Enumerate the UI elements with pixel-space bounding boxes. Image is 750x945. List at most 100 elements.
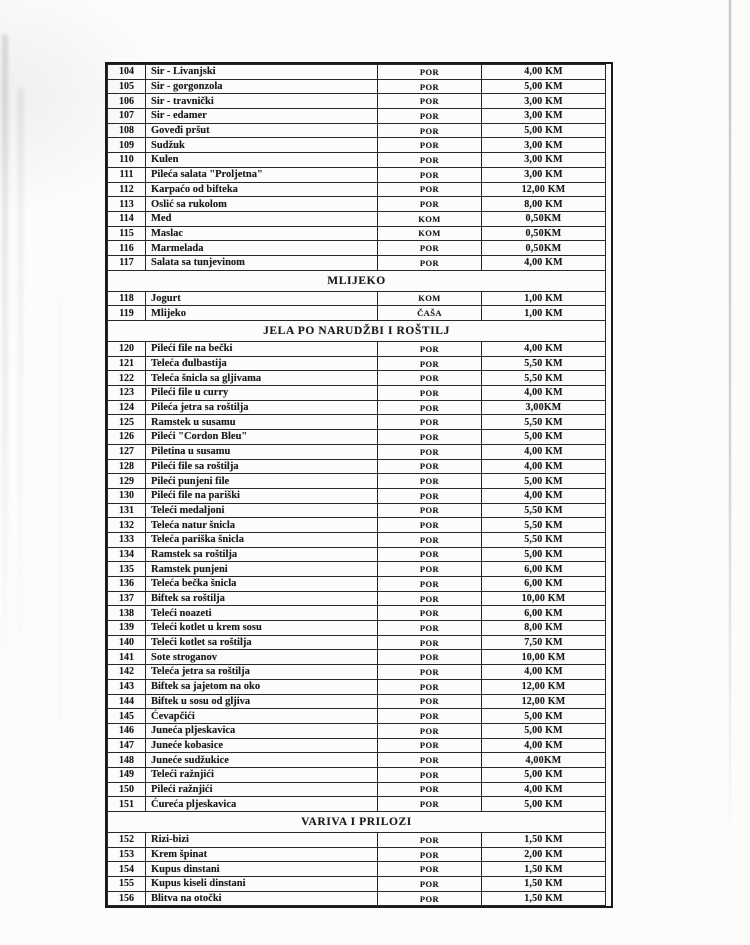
item-price-cell: 4,00 KM [481, 64, 606, 80]
item-price-cell: 5,50 KM [481, 355, 606, 372]
menu-item-row: 135 Ramstek punjeni POR 6,00 KM [107, 561, 606, 577]
item-unit-cell: POR [377, 429, 482, 445]
menu-item-row: 151 Ćureća pljeskavica POR 5,00 KM [107, 796, 606, 812]
item-name-cell: Jogurt [145, 290, 378, 307]
item-name-cell: Blitva na otočki [145, 890, 378, 907]
menu-item-row: 152 Rizi-bizi POR 1,50 KM [107, 832, 606, 848]
item-name-cell: Oslić sa rukolom [145, 196, 378, 212]
menu-item-row: 156 Blitva na otočki POR 1,50 KM [107, 890, 606, 907]
item-number-cell: 133 [107, 531, 146, 548]
item-unit-cell: POR [377, 487, 482, 504]
menu-item-row: 119 Mlijeko ČAŠA 1,00 KM [107, 305, 606, 321]
item-number-cell: 104 [107, 64, 146, 80]
menu-item-row: 124 Pileća jetra sa roštilja POR 3,00KM [107, 399, 606, 416]
item-number-cell: 130 [107, 487, 146, 504]
menu-item-row: 153 Krem špinat POR 2,00 KM [107, 846, 606, 863]
item-name-cell: Pileća jetra sa roštilja [145, 399, 378, 416]
item-price-cell: 5,00 KM [481, 796, 606, 812]
item-price-cell: 1,00 KM [481, 305, 606, 321]
item-unit-cell: POR [377, 78, 482, 95]
item-unit-cell: POR [377, 664, 482, 680]
item-unit-cell: POR [377, 561, 482, 577]
menu-item-row: 150 Pileći ražnjići POR 4,00 KM [107, 781, 606, 798]
item-unit-cell: POR [377, 693, 482, 710]
item-number-cell: 140 [107, 634, 146, 651]
item-name-cell: Biftek sa roštilja [145, 590, 378, 607]
item-number-cell: 122 [107, 370, 146, 387]
item-number-cell: 127 [107, 443, 146, 460]
menu-item-row: 133 Teleća pariška šnicla POR 5,50 KM [107, 531, 606, 548]
item-number-cell: 141 [107, 649, 146, 666]
item-number-cell: 124 [107, 399, 146, 416]
menu-item-row: 121 Teleća đulbastija POR 5,50 KM [107, 355, 606, 372]
item-number-cell: 135 [107, 561, 146, 577]
menu-item-row: 146 Juneća pljeskavica POR 5,00 KM [107, 722, 606, 739]
item-price-cell: 5,00 KM [481, 708, 606, 724]
item-price-cell: 0,50KM [481, 240, 606, 256]
menu-section-row: VARIVA I PRILOZI [107, 811, 606, 833]
item-number-cell: 119 [107, 305, 146, 321]
item-number-cell: 113 [107, 196, 146, 212]
item-number-cell: 156 [107, 890, 146, 907]
item-name-cell: Biftek u sosu od gljiva [145, 693, 378, 710]
item-number-cell: 154 [107, 861, 146, 878]
menu-item-row: 122 Teleća šnicla sa gljivama POR 5,50 K… [107, 370, 606, 387]
item-name-cell: Sudžuk [145, 137, 378, 154]
item-price-cell: 12,00 KM [481, 678, 606, 695]
item-price-cell: 8,00 KM [481, 620, 606, 636]
menu-item-row: 140 Teleći kotlet sa roštilja POR 7,50 K… [107, 634, 606, 651]
menu-item-row: 111 Pileća salata "Proljetna" POR 3,00 K… [107, 166, 606, 183]
item-unit-cell: POR [377, 240, 482, 256]
menu-item-row: 116 Marmelada POR 0,50KM [107, 240, 606, 256]
item-price-cell: 10,00 KM [481, 649, 606, 666]
item-unit-cell: POR [377, 605, 482, 622]
item-price-cell: 4,00 KM [481, 443, 606, 460]
item-number-cell: 155 [107, 876, 146, 892]
item-name-cell: Mlijeko [145, 305, 378, 321]
item-unit-cell: POR [377, 752, 482, 768]
item-number-cell: 111 [107, 166, 146, 183]
menu-item-row: 106 Sir - travnički POR 3,00 KM [107, 93, 606, 110]
menu-item-row: 129 Pileći punjeni file POR 5,00 KM [107, 473, 606, 489]
menu-item-row: 114 Med KOM 0,50KM [107, 210, 606, 227]
item-number-cell: 138 [107, 605, 146, 622]
item-price-cell: 5,50 KM [481, 502, 606, 519]
item-price-cell: 4,00 KM [481, 385, 606, 401]
item-unit-cell: POR [377, 796, 482, 812]
item-unit-cell: POR [377, 708, 482, 724]
item-number-cell: 132 [107, 517, 146, 533]
menu-price-table: 104 Sir - Livanjski POR 4,00 KM 105 Sir … [107, 64, 606, 907]
item-unit-cell: POR [377, 166, 482, 183]
item-price-cell: 1,50 KM [481, 890, 606, 907]
item-price-cell: 4,00 KM [481, 737, 606, 754]
item-number-cell: 144 [107, 693, 146, 710]
item-price-cell: 5,50 KM [481, 414, 606, 431]
item-number-cell: 108 [107, 122, 146, 139]
item-price-cell: 8,00 KM [481, 196, 606, 212]
item-number-cell: 123 [107, 385, 146, 401]
item-unit-cell: POR [377, 181, 482, 198]
menu-item-row: 130 Pileći file na pariški POR 4,00 KM [107, 487, 606, 504]
item-unit-cell: POR [377, 620, 482, 636]
item-unit-cell: POR [377, 93, 482, 110]
section-header-cell: VARIVA I PRILOZI [107, 811, 606, 833]
menu-item-row: 126 Pileći "Cordon Bleu" POR 5,00 KM [107, 429, 606, 445]
item-number-cell: 145 [107, 708, 146, 724]
menu-item-row: 108 Goveđi pršut POR 5,00 KM [107, 122, 606, 139]
item-name-cell: Ramstek sa roštilja [145, 546, 378, 563]
item-price-cell: 10,00 KM [481, 590, 606, 607]
item-name-cell: Juneće sudžukice [145, 752, 378, 768]
item-unit-cell: POR [377, 737, 482, 754]
item-number-cell: 110 [107, 152, 146, 168]
item-number-cell: 143 [107, 678, 146, 695]
item-name-cell: Pileći ražnjići [145, 781, 378, 798]
item-name-cell: Teleća đulbastija [145, 355, 378, 372]
menu-item-row: 118 Jogurt KOM 1,00 KM [107, 290, 606, 307]
item-number-cell: 131 [107, 502, 146, 519]
item-unit-cell: POR [377, 846, 482, 863]
item-number-cell: 125 [107, 414, 146, 431]
item-name-cell: Pileći file na bečki [145, 341, 378, 357]
item-number-cell: 116 [107, 240, 146, 256]
item-unit-cell: KOM [377, 210, 482, 227]
